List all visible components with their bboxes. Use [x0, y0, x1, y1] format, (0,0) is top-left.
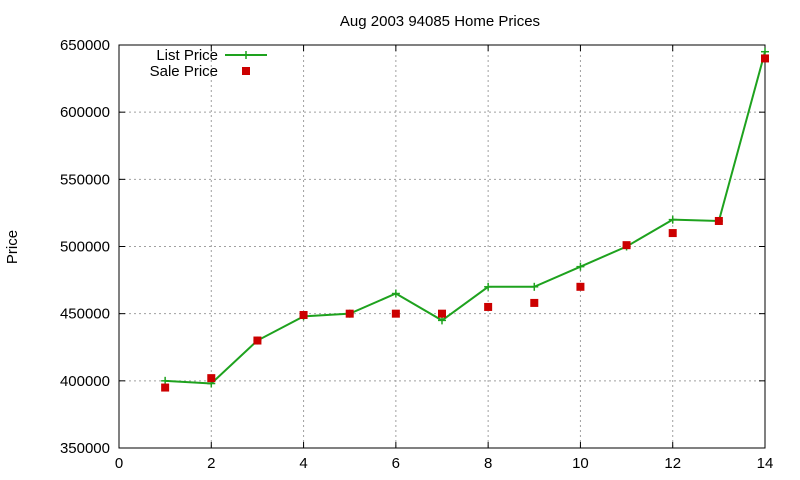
data-point	[761, 47, 769, 56]
tick-labels: 0 2 4 6 8 10 12 14 350000 400000 450000 500000 55000…	[60, 37, 773, 472]
x-tick-label: 14	[757, 455, 774, 472]
legend-marker	[242, 67, 250, 75]
chart-title: Aug 2003 94085 Home Prices	[340, 13, 540, 30]
legend-marker	[242, 51, 250, 59]
data-point	[576, 262, 585, 271]
series	[161, 47, 769, 392]
x-tick-label: 10	[572, 455, 589, 472]
data-point	[484, 302, 493, 311]
data-point	[161, 376, 170, 385]
x-tick-label: 8	[484, 455, 492, 472]
data-point	[438, 316, 446, 325]
grid-lines	[119, 45, 765, 448]
data-point	[299, 311, 308, 320]
y-tick-label: 400000	[60, 373, 110, 390]
data-point	[391, 289, 400, 298]
data-point	[345, 309, 354, 318]
y-tick-label: 600000	[60, 104, 110, 121]
data-point	[484, 282, 493, 291]
data-point	[668, 215, 677, 224]
legend-label: Sale Price	[150, 63, 218, 80]
data-point	[253, 336, 262, 345]
legend-label: List Price	[156, 47, 218, 64]
y-tick-label: 450000	[60, 306, 110, 323]
data-point	[530, 298, 539, 307]
data-point	[576, 282, 585, 291]
x-tick-label: 6	[392, 455, 400, 472]
data-point	[161, 383, 170, 392]
x-tick-label: 12	[664, 455, 681, 472]
data-point	[438, 309, 446, 318]
y-tick-label: 550000	[60, 171, 110, 188]
data-point	[391, 309, 400, 318]
series-0	[161, 47, 769, 388]
data-point	[530, 282, 539, 291]
axes	[118, 44, 766, 449]
x-tick-label: 2	[207, 455, 215, 472]
data-point	[668, 229, 677, 238]
data-point	[714, 216, 723, 225]
series-1	[161, 54, 769, 392]
data-point	[761, 54, 769, 63]
y-axis-label: Price	[4, 230, 21, 264]
y-tick-label: 500000	[60, 239, 110, 256]
y-tick-label: 350000	[60, 440, 110, 457]
data-point	[207, 374, 216, 383]
data-point	[622, 241, 631, 250]
x-tick-label: 4	[299, 455, 307, 472]
x-tick-label: 0	[115, 455, 123, 472]
series-line	[165, 51, 766, 385]
y-tick-label: 650000	[60, 37, 110, 54]
